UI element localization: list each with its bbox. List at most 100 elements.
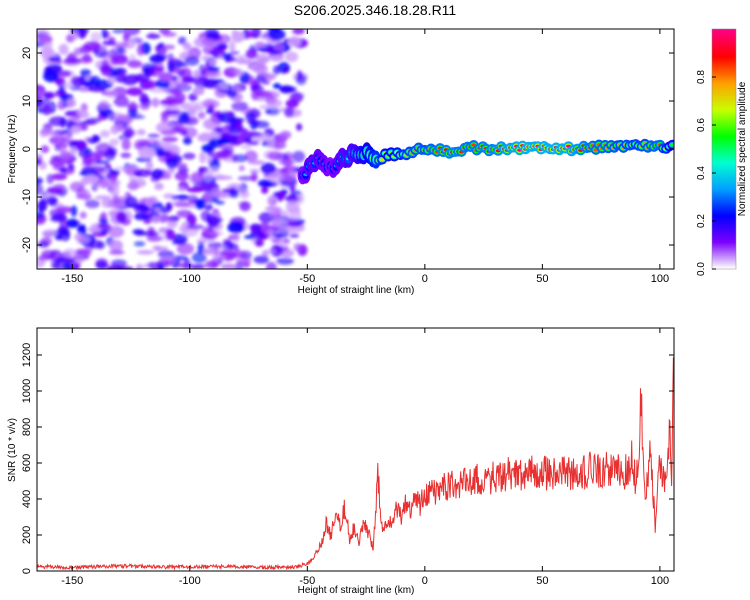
noise-blob — [201, 55, 211, 62]
colorbar-cell — [712, 235, 736, 238]
colorbar-cell — [712, 47, 736, 50]
noise-blob — [236, 55, 245, 60]
noise-blob — [73, 255, 85, 263]
y-tick-label: -20 — [21, 237, 33, 253]
noise-blob — [202, 226, 210, 238]
noise-blob — [133, 241, 146, 247]
noise-blob — [214, 127, 222, 132]
noise-blob — [165, 95, 176, 106]
noise-blob — [79, 211, 87, 219]
noise-blob — [136, 129, 146, 136]
colorbar-cell — [712, 83, 736, 86]
noise-blob — [216, 138, 231, 145]
y-tick-label: 800 — [21, 418, 33, 436]
noise-blob — [89, 75, 101, 84]
noise-blob — [233, 68, 244, 77]
noise-blob — [296, 70, 303, 81]
noise-blob — [57, 257, 75, 264]
colorbar-cell — [712, 51, 736, 54]
noise-blob — [182, 152, 196, 160]
snr-background — [37, 328, 674, 571]
noise-blob — [272, 65, 280, 76]
colorbar-cell — [712, 183, 736, 186]
colorbar-cell — [712, 167, 736, 170]
colorbar-cell — [712, 113, 736, 116]
noise-blob — [231, 153, 238, 163]
colorbar-cell — [712, 193, 736, 196]
noise-blob — [70, 125, 81, 134]
y-tick-label: 1000 — [21, 379, 33, 403]
colorbar-cell — [712, 41, 736, 44]
noise-blob — [251, 170, 258, 182]
noise-blob — [178, 262, 189, 269]
noise-blob — [108, 112, 125, 122]
noise-blob — [113, 42, 129, 48]
noise-blob — [191, 252, 207, 264]
noise-blob — [187, 109, 197, 116]
colorbar-cell — [712, 75, 736, 78]
noise-blob — [207, 104, 215, 110]
noise-blob — [80, 87, 88, 92]
colorbar-cell — [712, 89, 736, 92]
noise-blob — [115, 211, 128, 224]
noise-blob — [158, 72, 174, 82]
noise-blob — [288, 36, 301, 47]
noise-blob — [267, 195, 278, 207]
noise-blob — [174, 201, 191, 208]
noise-blob — [66, 52, 77, 63]
noise-blob — [215, 200, 225, 205]
noise-blob — [210, 167, 220, 173]
colorbar-cell — [712, 67, 736, 70]
colorbar-cell — [712, 53, 736, 56]
x-tick-label: 100 — [651, 273, 669, 285]
x-tick-label: 100 — [651, 575, 669, 587]
colorbar-cell — [712, 177, 736, 180]
colorbar-cell — [712, 233, 736, 236]
noise-blob — [255, 75, 267, 84]
colorbar-cell — [712, 165, 736, 168]
colorbar-cell — [712, 159, 736, 162]
noise-blob — [171, 240, 186, 245]
noise-blob — [201, 38, 216, 46]
noise-blob — [212, 208, 219, 213]
colorbar-cell — [712, 203, 736, 206]
y-tick-label: 400 — [21, 490, 33, 508]
colorbar-cell — [712, 133, 736, 136]
colorbar-cell — [712, 99, 736, 102]
colorbar-cell — [712, 63, 736, 66]
colorbar-cell — [712, 121, 736, 124]
colorbar-cell — [712, 49, 736, 52]
colorbar-cell — [712, 57, 736, 60]
snr-y-label: SNR (10 * v/v) — [7, 418, 18, 482]
colorbar-cell — [712, 173, 736, 176]
colorbar-ticks: 0.0 0.2 0.4 0.6 0.8 — [696, 70, 716, 276]
noise-blob — [98, 100, 110, 110]
signal-ridge — [297, 138, 674, 185]
noise-blob — [186, 187, 205, 193]
noise-blob — [162, 32, 177, 37]
noise-blob — [76, 232, 84, 244]
noise-blob — [176, 242, 195, 255]
colorbar-cell — [712, 117, 736, 120]
noise-blob — [83, 148, 90, 156]
noise-blob — [154, 182, 164, 191]
noise-blob — [124, 196, 138, 208]
colorbar-cell — [712, 101, 736, 104]
noise-blob — [118, 135, 125, 141]
colorbar: 0.0 0.2 0.4 0.6 0.8 Normalized spectral ampl… — [696, 28, 748, 276]
noise-blob — [134, 73, 150, 83]
noise-blob — [163, 193, 175, 199]
colorbar-cell — [712, 33, 736, 36]
noise-blob — [167, 62, 175, 73]
noise-blob — [151, 215, 161, 224]
noise-blob — [116, 45, 125, 55]
noise-blob — [42, 229, 59, 237]
colorbar-cell — [712, 65, 736, 68]
noise-blob — [241, 144, 252, 150]
noise-blob — [37, 158, 42, 166]
colorbar-cell — [712, 257, 736, 260]
noise-blob — [181, 126, 198, 139]
snr-frame — [36, 327, 675, 572]
noise-blob — [221, 262, 235, 269]
colorbar-cell — [712, 241, 736, 244]
